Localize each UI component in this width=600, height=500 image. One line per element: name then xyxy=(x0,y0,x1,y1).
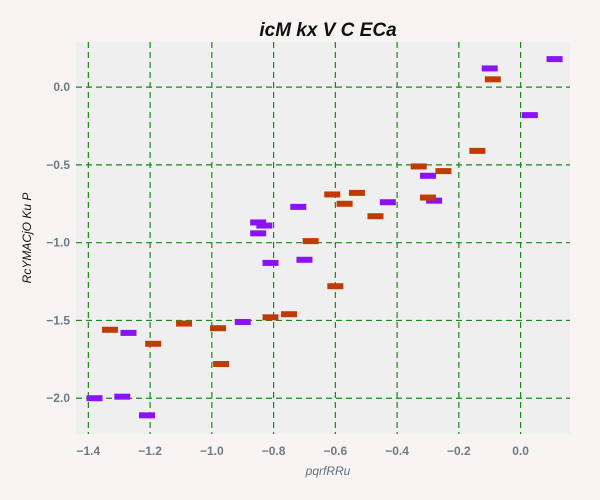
data-point xyxy=(262,314,279,321)
data-point xyxy=(426,197,443,204)
y-tick-label: 0.0 xyxy=(53,80,70,94)
data-point xyxy=(469,147,486,154)
data-point xyxy=(250,230,267,237)
data-point xyxy=(367,213,384,220)
y-tick-label: −1.5 xyxy=(46,313,70,327)
x-axis-label: pqrfRRu xyxy=(305,464,351,478)
data-point xyxy=(435,168,452,175)
data-point xyxy=(101,326,118,333)
data-point xyxy=(213,361,230,367)
data-point xyxy=(281,311,298,318)
x-tick-label: −1.4 xyxy=(76,444,100,458)
data-point xyxy=(296,256,313,263)
grid xyxy=(76,42,570,434)
x-tick-label: −1.0 xyxy=(200,444,224,458)
data-point xyxy=(250,219,267,226)
data-point xyxy=(176,320,193,327)
data-point xyxy=(379,199,396,206)
data-points xyxy=(86,56,563,419)
data-point xyxy=(419,194,436,201)
data-point xyxy=(419,172,436,179)
x-tick-label: −0.4 xyxy=(385,444,409,458)
data-point xyxy=(120,329,137,336)
plot-area xyxy=(76,42,570,434)
data-point xyxy=(302,238,319,245)
data-point xyxy=(327,283,344,290)
data-point xyxy=(348,189,365,196)
y-axis-ticks: 0.0 −0.5 −1.0 −1.5 −2.0 xyxy=(46,80,70,405)
chart-title: icM kx V C ECa xyxy=(259,20,397,41)
x-tick-label: −1.2 xyxy=(138,444,162,458)
data-point xyxy=(336,200,353,207)
x-tick-label: −0.8 xyxy=(262,444,286,458)
x-tick-label: 0.0 xyxy=(512,444,529,458)
data-point xyxy=(521,112,538,119)
data-point xyxy=(114,393,131,400)
data-point xyxy=(290,203,307,210)
data-point xyxy=(145,340,162,347)
data-point xyxy=(210,325,227,332)
data-point xyxy=(481,65,498,72)
data-point xyxy=(234,319,251,325)
data-point xyxy=(484,76,501,83)
y-tick-label: −2.0 xyxy=(46,391,70,405)
y-tick-label: −0.5 xyxy=(46,158,70,172)
data-point xyxy=(262,259,279,266)
y-tick-label: −1.0 xyxy=(46,236,70,250)
data-point xyxy=(410,163,427,170)
y-axis-label: RcYMACjO Ku P xyxy=(20,193,34,284)
x-tick-label: −0.6 xyxy=(323,444,347,458)
data-point xyxy=(256,222,273,229)
data-point xyxy=(86,395,103,402)
x-tick-label: −0.2 xyxy=(447,444,471,458)
data-point xyxy=(324,191,341,198)
data-point xyxy=(546,56,563,63)
x-axis-ticks: −1.4 −1.2 −1.0 −0.8 −0.6 −0.4 −0.2 0.0 xyxy=(76,444,529,458)
data-point xyxy=(139,412,156,419)
